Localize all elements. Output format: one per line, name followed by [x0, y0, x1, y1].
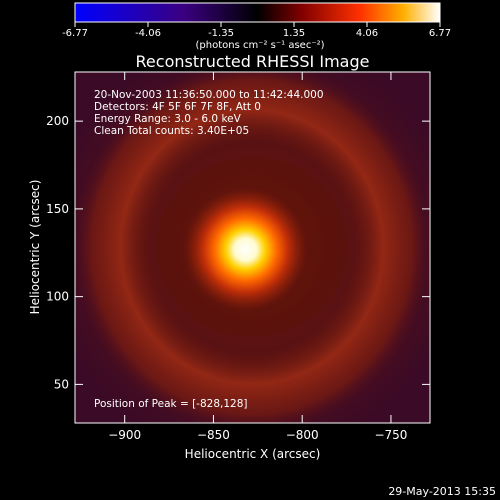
- info-line-energy: Energy Range: 3.0 - 6.0 keV: [94, 113, 241, 125]
- x-tick-label: −900: [108, 428, 141, 442]
- y-tick-label: 150: [46, 202, 69, 216]
- colorbar: -6.77 -4.06 -1.35 1.35 4.06 6.77: [62, 2, 451, 39]
- info-block: 20-Nov-2003 11:36:50.000 to 11:42:44.000…: [94, 89, 324, 137]
- colorbar-tick-label: -1.35: [208, 28, 234, 39]
- colorbar-tick-label: 6.77: [429, 28, 451, 39]
- x-axis-label: Heliocentric X (arcsec): [184, 447, 321, 461]
- colorbar-gradient: [74, 2, 441, 23]
- y-tick-label: 200: [46, 114, 69, 128]
- info-line-time: 20-Nov-2003 11:36:50.000 to 11:42:44.000: [94, 89, 324, 101]
- x-tick-label: −800: [286, 428, 319, 442]
- colorbar-unit-label: (photons cm⁻² s⁻¹ asec⁻²): [195, 40, 325, 51]
- colorbar-tick-label: -6.77: [62, 28, 88, 39]
- x-tick-label: −750: [374, 428, 407, 442]
- plot-frame: [74, 71, 431, 424]
- colorbar-tick-label: 1.35: [283, 28, 305, 39]
- peak-position-label: Position of Peak = [-828,128]: [94, 398, 248, 410]
- x-tick-label: −850: [197, 428, 230, 442]
- chart-title: Reconstructed RHESSI Image: [135, 52, 370, 71]
- y-tick-label: 100: [46, 290, 69, 304]
- info-line-counts: Clean Total counts: 3.40E+05: [94, 125, 250, 137]
- colorbar-tick-label: 4.06: [356, 28, 378, 39]
- y-axis-label: Heliocentric Y (arcsec): [28, 179, 42, 315]
- info-line-detectors: Detectors: 4F 5F 6F 7F 8F, Att 0: [94, 101, 261, 113]
- heatmap-image: [75, 72, 430, 423]
- y-tick-label: 50: [54, 377, 69, 391]
- colorbar-tick-label: -4.06: [135, 28, 161, 39]
- peak-blob: [183, 187, 308, 312]
- footer-timestamp: 29-May-2013 15:35: [388, 485, 496, 498]
